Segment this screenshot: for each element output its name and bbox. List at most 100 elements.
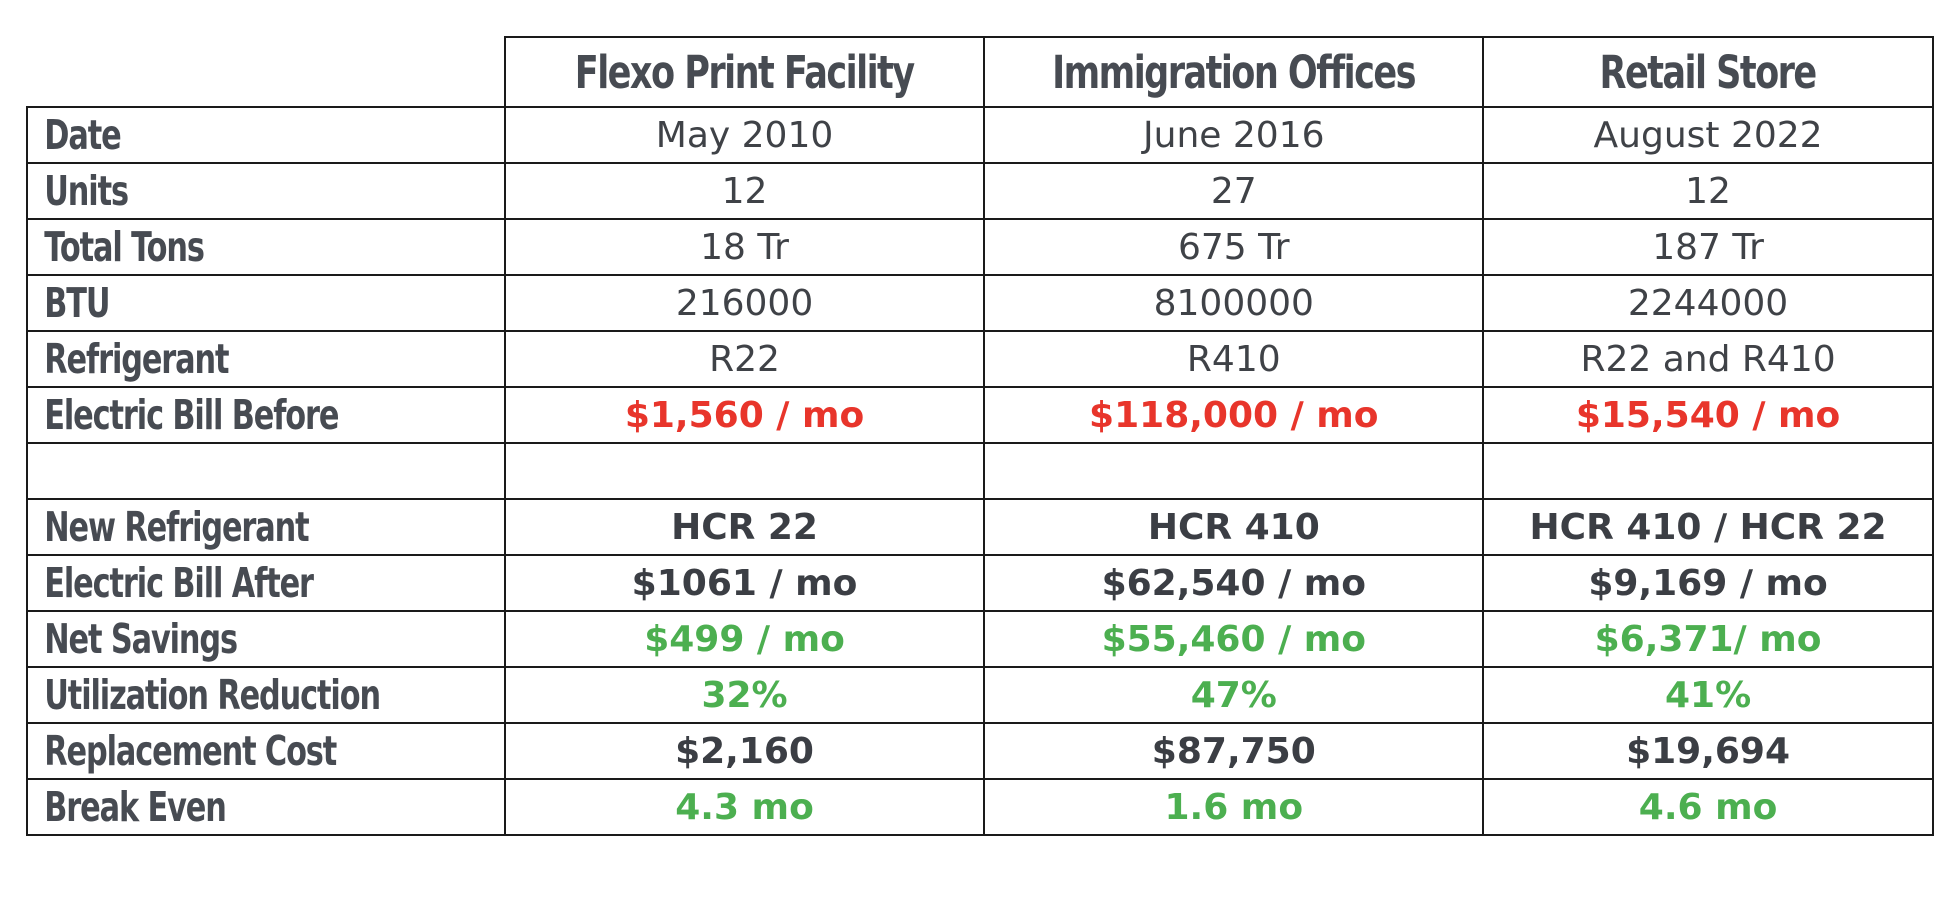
row-label: Total Tons [44, 223, 205, 271]
cell-value: $87,750 [1151, 730, 1316, 772]
cell-value: $6,371/ mo [1594, 618, 1822, 660]
value-cell [983, 442, 1485, 500]
value-cell: 187 Tr [1482, 218, 1934, 276]
cell-value: June 2016 [1143, 114, 1325, 156]
value-cell: May 2010 [503, 106, 986, 164]
header-corner-cell [27, 37, 506, 108]
value-cell: 4.6 mo [1482, 778, 1934, 836]
table-row: Total Tons 18 Tr 675 Tr 187 Tr [26, 218, 1934, 276]
table-row: Refrigerant R22 R410 R22 and R410 [26, 330, 1934, 388]
column-header-label: Immigration Offices [1052, 45, 1416, 99]
value-cell: 32% [503, 666, 986, 724]
value-cell: $2,160 [503, 722, 986, 780]
cell-value: $499 / mo [644, 618, 845, 660]
value-cell: $55,460 / mo [983, 610, 1485, 668]
cell-value: 32% [701, 674, 788, 716]
value-cell: 27 [983, 162, 1485, 220]
cell-value: 12 [721, 170, 768, 212]
value-cell: 18 Tr [503, 218, 986, 276]
cell-value: R22 and R410 [1580, 338, 1836, 380]
table-body: Date May 2010 June 2016 August 2022 Units 12 2… [26, 106, 1934, 836]
table-row: Break Even 4.3 mo 1.6 mo 4.6 mo [26, 778, 1934, 836]
value-cell: HCR 22 [503, 498, 986, 556]
cell-value: $9,169 / mo [1588, 562, 1828, 604]
value-cell: $6,371/ mo [1482, 610, 1934, 668]
row-label-cell: Refrigerant [26, 330, 506, 388]
value-cell [503, 442, 986, 500]
value-cell: 12 [1482, 162, 1934, 220]
cell-value: 675 Tr [1177, 226, 1290, 268]
row-label-cell: Total Tons [26, 218, 506, 276]
value-cell: 2244000 [1482, 274, 1934, 332]
column-header-immigration: Immigration Offices [983, 36, 1485, 108]
cell-value: $19,694 [1626, 730, 1791, 772]
column-header-label: Retail Store [1599, 45, 1818, 99]
table-row: Utilization Reduction 32% 47% 41% [26, 666, 1934, 724]
table-row [26, 442, 1934, 500]
row-label-cell: Electric Bill After [26, 554, 506, 612]
value-cell: 675 Tr [983, 218, 1485, 276]
cell-value: $1061 / mo [631, 562, 858, 604]
value-cell: $19,694 [1482, 722, 1934, 780]
column-header-retail: Retail Store [1482, 36, 1934, 108]
row-label: Utilization Reduction [44, 671, 381, 719]
cell-value: 41% [1664, 674, 1752, 716]
cell-value: 4.6 mo [1638, 786, 1778, 828]
cell-value: 47% [1190, 674, 1277, 716]
table-row: Electric Bill Before $1,560 / mo $118,000 … [26, 386, 1934, 444]
cell-value: August 2022 [1593, 114, 1823, 156]
value-cell: R22 [503, 330, 986, 388]
table-row: Net Savings $499 / mo $55,460 / mo $6,371/ … [26, 610, 1934, 668]
value-cell: 47% [983, 666, 1485, 724]
cell-value: May 2010 [655, 114, 834, 156]
cell-value: $118,000 / mo [1089, 394, 1379, 436]
cell-value: $62,540 / mo [1101, 562, 1366, 604]
value-cell: HCR 410 / HCR 22 [1482, 498, 1934, 556]
row-label: Break Even [44, 783, 227, 831]
value-cell: 1.6 mo [983, 778, 1485, 836]
value-cell: 12 [503, 162, 986, 220]
row-label: Refrigerant [44, 335, 229, 383]
table-header-row: Flexo Print Facility Immigration Offices… [27, 36, 1934, 108]
cell-value: HCR 22 [671, 506, 818, 548]
cell-value: $15,540 / mo [1575, 394, 1841, 436]
value-cell: R22 and R410 [1482, 330, 1934, 388]
cell-value: $1,560 / mo [624, 394, 865, 436]
cell-value: 216000 [675, 282, 814, 324]
row-label-cell [26, 442, 506, 500]
row-label: Replacement Cost [44, 727, 337, 775]
cell-value: R410 [1186, 338, 1281, 380]
value-cell: $1061 / mo [503, 554, 986, 612]
table-row: Electric Bill After $1061 / mo $62,540 / m… [26, 554, 1934, 612]
cell-value: 12 [1685, 170, 1731, 212]
row-label-cell: Utilization Reduction [26, 666, 506, 724]
table-row: Units 12 27 12 [26, 162, 1934, 220]
value-cell: $1,560 / mo [503, 386, 986, 444]
value-cell: $499 / mo [503, 610, 986, 668]
value-cell: June 2016 [983, 106, 1485, 164]
value-cell: $87,750 [983, 722, 1485, 780]
row-label-cell: Net Savings [26, 610, 506, 668]
value-cell: HCR 410 [983, 498, 1485, 556]
cell-value: 4.3 mo [675, 786, 814, 828]
table-row: New Refrigerant HCR 22 HCR 410 HCR 410 / HC… [26, 498, 1934, 556]
cell-value: 187 Tr [1652, 226, 1764, 268]
value-cell [1482, 442, 1934, 500]
table-row: BTU 216000 8100000 2244000 [26, 274, 1934, 332]
comparison-table-container: Flexo Print Facility Immigration Offices… [26, 36, 1934, 836]
row-label-cell: Electric Bill Before [26, 386, 506, 444]
row-label: BTU [44, 279, 110, 327]
cell-value: 18 Tr [700, 226, 789, 268]
cell-value: 2244000 [1627, 282, 1789, 324]
value-cell: 8100000 [983, 274, 1485, 332]
value-cell: $62,540 / mo [983, 554, 1485, 612]
value-cell: R410 [983, 330, 1485, 388]
cell-value: R22 [709, 338, 780, 380]
value-cell: 216000 [503, 274, 986, 332]
row-label: Units [44, 167, 129, 215]
table-row: Replacement Cost $2,160 $87,750 $19,694 [26, 722, 1934, 780]
value-cell: 41% [1482, 666, 1934, 724]
cell-value: 1.6 mo [1164, 786, 1304, 828]
column-header-flexo: Flexo Print Facility [503, 36, 986, 108]
row-label-cell: BTU [26, 274, 506, 332]
